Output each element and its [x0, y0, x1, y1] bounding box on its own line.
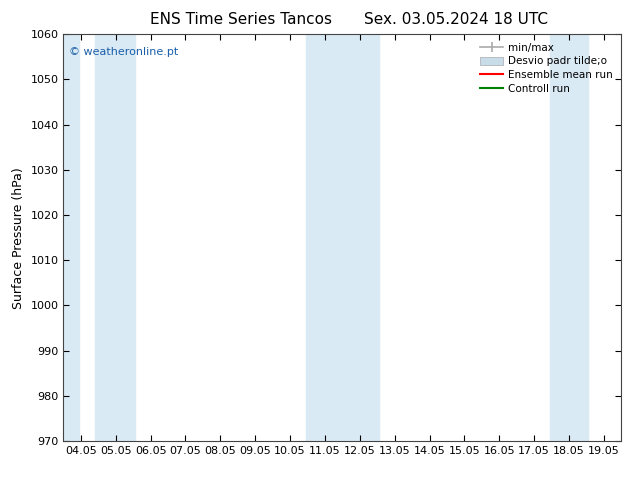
Text: ENS Time Series Tancos: ENS Time Series Tancos	[150, 12, 332, 27]
Bar	[63, 34, 79, 441]
Y-axis label: Surface Pressure (hPa): Surface Pressure (hPa)	[12, 167, 25, 309]
Bar	[306, 34, 379, 441]
Legend: min/max, Desvio padr tilde;o, Ensemble mean run, Controll run: min/max, Desvio padr tilde;o, Ensemble m…	[477, 40, 616, 97]
Text: Sex. 03.05.2024 18 UTC: Sex. 03.05.2024 18 UTC	[365, 12, 548, 27]
Bar	[550, 34, 588, 441]
Bar	[95, 34, 135, 441]
Text: © weatheronline.pt: © weatheronline.pt	[69, 47, 178, 56]
